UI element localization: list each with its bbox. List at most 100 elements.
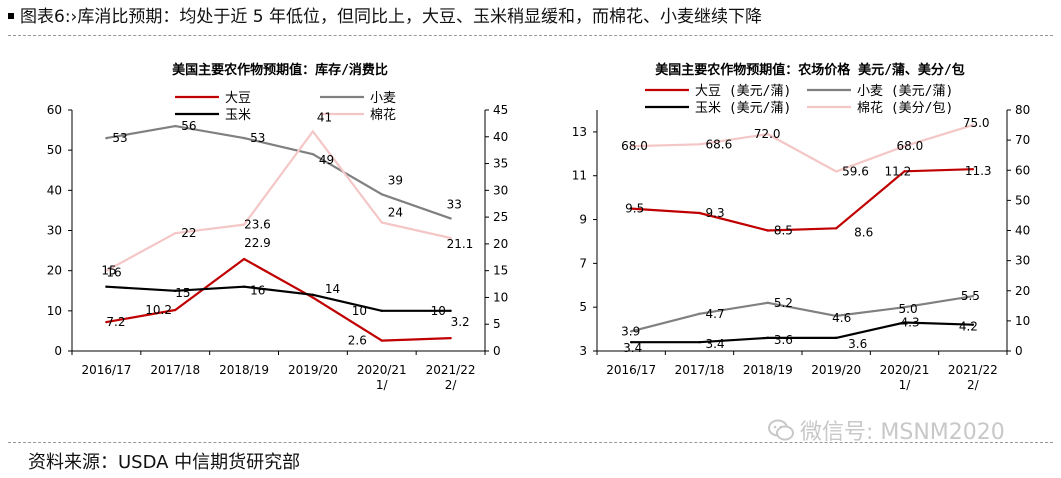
stock-use-ytick-label-left: 20 [47,264,62,278]
stock-use-data-label: 49 [319,153,334,167]
stock-use-ytick-label-right: 5 [493,317,501,331]
stock-use-series-line-1 [106,124,451,220]
stock-use-series-line-3 [105,130,451,272]
farm-price-series-point-3 [834,170,838,173]
farm-price-ytick-label-right: 60 [1015,163,1030,177]
farm-price-data-label: 4.2 [959,320,978,334]
stock-use-xtick-label: 2016/17 [81,363,131,377]
stock-use-data-label: 22.9 [244,236,271,250]
farm-price-data-label: 59.6 [842,164,869,178]
stock-use-series-point-1 [174,124,177,128]
farm-price-series-point-0 [629,207,633,210]
farm-price-series-point-2 [698,341,701,344]
farm-price-data-label: 5.2 [774,296,793,310]
stock-use-series-point-2 [174,289,177,292]
farm-price-xtick-label: 2/ [967,378,980,392]
farm-price-ytick-label-left: 7 [579,256,587,270]
stock-use-series-point-0 [311,296,315,299]
farm-price-series-point-3 [629,144,633,148]
stock-use-ytick-label-right: 0 [493,344,501,358]
stock-to-use-chart-title: 美国主要农作物预期值：库存/消费比 [172,62,388,78]
stock-use-series-point-0 [105,320,108,324]
farm-price-xtick-label: 2016/17 [606,363,656,377]
stock-use-series-point-3 [449,236,452,240]
stock-use-series-point-3 [174,231,177,235]
farm-price-xtick-label: 2020/21 [880,363,930,377]
farm-price-data-label: 4.6 [832,311,851,325]
farm-price-data-label: 11.2 [885,164,912,178]
farm-price-data-label: 68.6 [706,137,733,151]
farm-price-ytick-label-left: 5 [579,300,587,314]
figure-title-text: 图表6:›库消比预期：均处于近 5 年低位，但同比上，大豆、玉米稍显缓和，而棉花… [20,7,762,27]
stock-use-series-point-2 [242,285,246,288]
farm-price-series-point-3 [971,123,975,127]
farm-price-series-point-1 [629,330,633,333]
title-divider [8,35,1053,36]
farm-price-ytick-label-right: 20 [1015,284,1030,298]
farm-price-series-point-1 [766,301,770,304]
stock-use-ytick-label-left: 50 [47,143,62,157]
wechat-icon [768,419,794,447]
stock-use-ytick-label-right: 25 [493,210,508,224]
stock-use-series-point-3 [105,269,108,272]
farm-price-data-label: 3.9 [621,324,640,338]
farm-price-ytick-label-right: 70 [1015,133,1030,147]
stock-use-data-label: 23.6 [244,218,271,232]
farm-price-series-point-0 [903,170,906,173]
farm-price-data-label: 68.0 [621,139,648,153]
stock-use-data-label: 10.2 [145,303,172,317]
farm-price-data-label: 8.6 [854,225,873,239]
stock-use-series-point-0 [174,308,177,312]
stock-use-legend-label: 棉花 [370,107,396,123]
stock-use-legend-label: 小麦 [370,91,396,106]
farm-price-legend-label: 小麦 (美元/蒲) [857,84,953,99]
stock-use-ytick-label-left: 10 [47,304,62,318]
farm-price-series-point-2 [834,336,838,340]
stock-use-data-label: 21.1 [447,237,474,251]
farm-price-data-label: 11.3 [965,164,992,178]
stock-use-data-label: 15 [175,286,190,300]
farm-price-series-point-3 [698,143,701,146]
farm-price-ytick-label-right: 10 [1015,314,1030,328]
stock-use-series-point-1 [311,152,315,156]
stock-to-use-chart: 美国主要农作物预期值：库存/消费比 0102030405060051015202… [47,62,509,392]
farm-price-series-line-2 [631,321,973,344]
stock-use-data-label: 14 [325,282,340,296]
stock-use-data-label: 16 [106,266,121,280]
farm-price-series-point-2 [629,341,633,344]
farm-price-series-point-2 [903,321,906,324]
farm-price-xtick-label: 1/ [899,378,912,392]
farm-price-data-label: 4.3 [901,316,920,330]
stock-use-series-line-0 [106,257,451,342]
farm-price-series-point-0 [766,229,770,232]
stock-use-series-point-2 [380,309,383,313]
stock-use-xtick-label: 2020/21 [357,363,407,377]
farm-price-series-point-1 [834,314,838,318]
stock-use-data-label: 10 [352,304,367,318]
farm-price-ytick-label-left: 9 [579,213,587,227]
stock-use-series-point-0 [380,339,383,342]
source-note: 资料来源：USDA 中信期货研究部 [28,452,301,473]
stock-use-series-point-1 [242,136,246,140]
farm-price-xtick-label: 2018/19 [743,363,793,377]
farm-price-data-label: 9.3 [706,206,725,220]
stock-use-legend-label: 玉米 [225,108,251,123]
stock-use-ytick-label-left: 0 [54,344,62,358]
farm-price-xtick-label: 2021/22 [948,363,998,377]
stock-use-series-point-2 [311,293,315,296]
stock-use-data-label: 53 [112,131,127,145]
stock-use-data-label: 41 [317,110,332,124]
stock-use-data-label: 24 [388,205,403,219]
stock-use-xtick-label: 2019/20 [288,363,338,377]
farm-price-series-line-1 [630,295,973,333]
stock-use-series-point-0 [449,336,452,340]
farm-price-ytick-label-left: 11 [572,169,587,183]
stock-use-series-line-2 [106,285,451,312]
farm-price-ytick-label-right: 50 [1015,193,1030,207]
stock-use-ytick-label-right: 30 [493,183,508,197]
stock-use-xtick-label: 2018/19 [219,363,269,377]
stock-use-series-point-3 [242,223,246,226]
farm-price-legend-label: 大豆 (美元/蒲) [695,84,791,99]
stock-use-legend-label: 大豆 [225,91,251,106]
farm-price-series-point-2 [971,323,975,326]
